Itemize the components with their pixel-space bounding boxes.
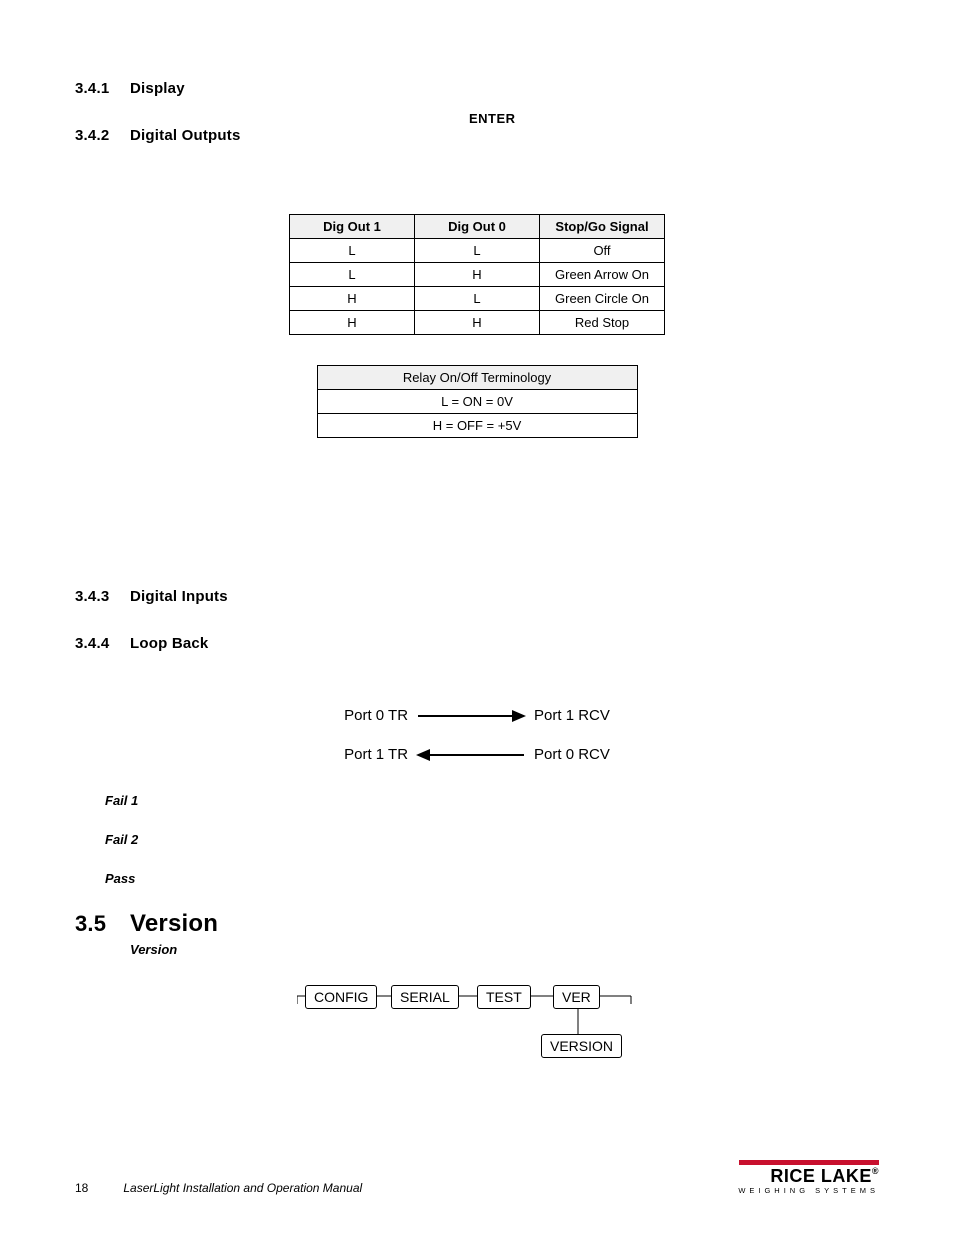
table-cell: Green Circle On (540, 287, 665, 311)
menu-box-serial: SERIAL (391, 985, 459, 1009)
table-cell: H = OFF = +5V (317, 414, 637, 438)
loopback-label: Port 1 TR (344, 746, 408, 763)
brand-name: RICE LAKE® (738, 1167, 879, 1185)
brand-tagline: WEIGHING SYSTEMS (738, 1186, 879, 1195)
result-fail1: Fail 1 (105, 793, 879, 808)
heading-title: Digital Outputs (130, 127, 241, 144)
table-row: L L Off (290, 239, 665, 263)
enter-label: ENTER (469, 111, 516, 126)
table-row: H H Red Stop (290, 311, 665, 335)
table-cell: L (415, 287, 540, 311)
heading-loop-back: 3.4.4Loop Back (75, 635, 879, 652)
heading-title: Version (130, 910, 218, 937)
menu-box-config: CONFIG (305, 985, 377, 1009)
table-cell: H (415, 263, 540, 287)
brand-bar (739, 1160, 879, 1165)
loopback-label: Port 0 RCV (534, 746, 610, 763)
heading-digital-inputs: 3.4.3Digital Inputs (75, 588, 879, 605)
table-cell: Green Arrow On (540, 263, 665, 287)
heading-num: 3.5 (75, 911, 130, 937)
table-header: Stop/Go Signal (540, 215, 665, 239)
table-header: Dig Out 0 (415, 215, 540, 239)
heading-title: Digital Inputs (130, 588, 228, 605)
table-cell: H (290, 311, 415, 335)
table-cell: L = ON = 0V (317, 390, 637, 414)
heading-title: Display (130, 80, 185, 97)
heading-num: 3.4.2 (75, 127, 130, 144)
heading-version: 3.5Version (75, 910, 879, 938)
menu-box-ver: VER (553, 985, 600, 1009)
version-subheading: Version (130, 942, 879, 957)
table-header: Relay On/Off Terminology (317, 366, 637, 390)
arrow-left-icon (416, 748, 526, 762)
page-footer: 18 LaserLight Installation and Operation… (75, 1160, 879, 1195)
truth-table: Dig Out 1 Dig Out 0 Stop/Go Signal L L O… (289, 214, 665, 335)
loopback-label: Port 0 TR (344, 707, 408, 724)
heading-num: 3.4.1 (75, 80, 130, 97)
result-fail2: Fail 2 (105, 832, 879, 847)
heading-title: Loop Back (130, 635, 208, 652)
relay-table: Relay On/Off Terminology L = ON = 0V H =… (317, 365, 638, 438)
table-row: H L Green Circle On (290, 287, 665, 311)
loopback-diagram: Port 0 TR Port 1 RCV Port 1 TR Port 0 RC… (287, 707, 667, 763)
footer-title: LaserLight Installation and Operation Ma… (123, 1181, 362, 1195)
table-cell: H (290, 287, 415, 311)
menu-box-version: VERSION (541, 1034, 622, 1058)
table-cell: L (290, 239, 415, 263)
table-cell: H (415, 311, 540, 335)
brand-logo: RICE LAKE® WEIGHING SYSTEMS (738, 1160, 879, 1195)
table-header: Dig Out 1 (290, 215, 415, 239)
table-cell: Red Stop (540, 311, 665, 335)
page-number: 18 (75, 1181, 120, 1195)
result-pass: Pass (105, 871, 879, 886)
table-row: L H Green Arrow On (290, 263, 665, 287)
table-cell: Off (540, 239, 665, 263)
table-cell: L (415, 239, 540, 263)
table-cell: L (290, 263, 415, 287)
heading-num: 3.4.4 (75, 635, 130, 652)
arrow-right-icon (416, 709, 526, 723)
menu-box-test: TEST (477, 985, 531, 1009)
result-list: Fail 1 Fail 2 Pass (105, 793, 879, 886)
heading-display: 3.4.1Display (75, 80, 879, 97)
heading-num: 3.4.3 (75, 588, 130, 605)
loopback-label: Port 1 RCV (534, 707, 610, 724)
heading-digital-outputs: 3.4.2Digital Outputs (75, 127, 879, 144)
menu-diagram: CONFIG SERIAL TEST VER VERSION (297, 982, 657, 1072)
